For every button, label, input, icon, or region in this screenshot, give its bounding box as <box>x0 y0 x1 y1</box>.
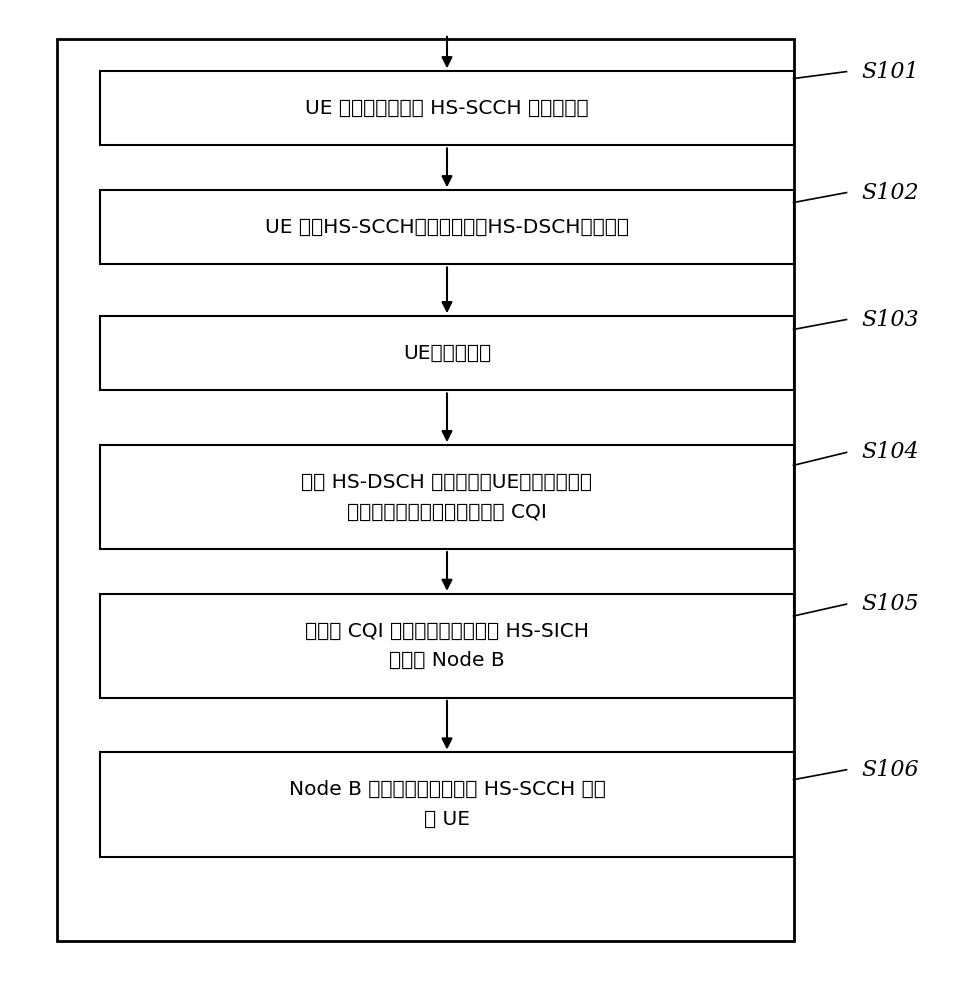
Text: 给 UE: 给 UE <box>424 810 470 829</box>
Text: 根据 HS-DSCH 测量结果，UE选择合适的传: 根据 HS-DSCH 测量结果，UE选择合适的传 <box>301 473 592 492</box>
Text: UE 检测属于自己的 HS-SCCH 消息并接收: UE 检测属于自己的 HS-SCCH 消息并接收 <box>305 99 588 118</box>
Text: S101: S101 <box>861 61 919 83</box>
Text: UE 按照HS-SCCH指示的信息对HS-DSCH进行接收: UE 按照HS-SCCH指示的信息对HS-DSCH进行接收 <box>265 218 629 237</box>
Text: S102: S102 <box>861 182 919 204</box>
Bar <box>100 594 793 698</box>
Text: 产生的 CQI 在相应上行控制信道 HS-SICH: 产生的 CQI 在相应上行控制信道 HS-SICH <box>305 621 589 640</box>
Text: S105: S105 <box>861 593 919 615</box>
Text: S106: S106 <box>861 759 919 781</box>
Text: UE进行的测量: UE进行的测量 <box>403 344 491 363</box>
Text: S103: S103 <box>861 309 919 331</box>
Text: S104: S104 <box>861 441 919 463</box>
Text: 输块大小和调制方式，并产生 CQI: 输块大小和调制方式，并产生 CQI <box>347 502 547 521</box>
Bar <box>57 39 793 941</box>
Text: Node B 将新的控制信息通过 HS-SCCH 发送: Node B 将新的控制信息通过 HS-SCCH 发送 <box>288 780 606 799</box>
Bar <box>100 190 793 264</box>
Bar <box>100 445 793 549</box>
Text: 报告给 Node B: 报告给 Node B <box>389 651 505 670</box>
Bar <box>100 752 793 857</box>
Bar <box>100 316 793 390</box>
Bar <box>100 71 793 145</box>
